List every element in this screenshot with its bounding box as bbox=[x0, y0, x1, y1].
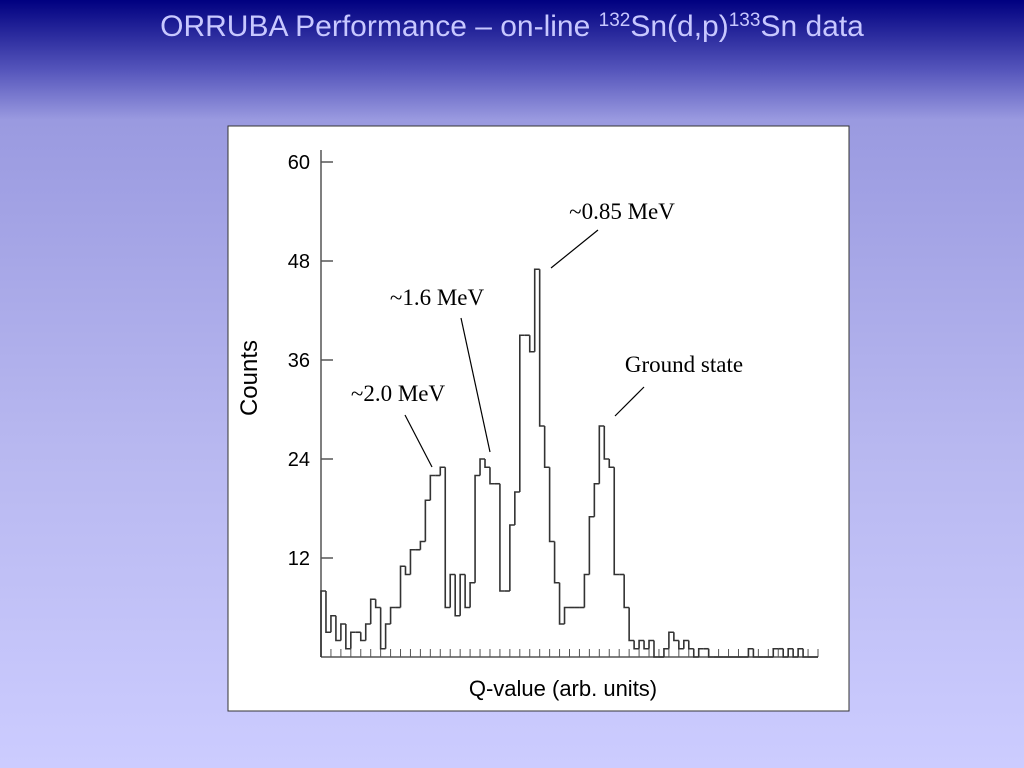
title-sup: 132 bbox=[599, 10, 631, 31]
histogram-step bbox=[747, 647, 754, 657]
annotation-pointer bbox=[404, 414, 433, 468]
histogram-step bbox=[484, 459, 490, 469]
histogram-step bbox=[583, 573, 590, 608]
histogram-step bbox=[519, 334, 525, 492]
histogram-step bbox=[538, 269, 545, 427]
histogram-step bbox=[464, 574, 471, 609]
histogram-step bbox=[663, 647, 669, 657]
annotation-pointer bbox=[550, 229, 599, 269]
histogram-step bbox=[528, 335, 535, 353]
histogram-step bbox=[588, 515, 595, 575]
histogram-step bbox=[449, 573, 456, 608]
histogram-step bbox=[444, 467, 451, 609]
histogram-step bbox=[379, 607, 386, 650]
histogram-step bbox=[424, 499, 431, 542]
annotation: Ground state bbox=[625, 352, 743, 377]
histogram-step bbox=[668, 631, 674, 649]
histogram-step bbox=[553, 541, 560, 584]
y-tick-label: 36 bbox=[288, 350, 310, 372]
histogram-step bbox=[350, 631, 356, 649]
y-tick-label: 48 bbox=[288, 251, 310, 273]
histogram-step bbox=[707, 648, 714, 658]
histogram-step bbox=[633, 640, 640, 650]
histogram-step bbox=[499, 483, 505, 592]
histogram-step bbox=[439, 466, 446, 476]
histogram-step bbox=[772, 647, 779, 657]
histogram-step bbox=[563, 606, 570, 624]
y-axis-label: Counts bbox=[236, 340, 263, 416]
histogram-step bbox=[643, 640, 650, 650]
histogram-step bbox=[514, 491, 520, 525]
histogram-step bbox=[608, 459, 615, 469]
x-axis-label: Q-value (arb. units) bbox=[469, 676, 657, 701]
annotation-pointer bbox=[614, 386, 645, 417]
chart-frame bbox=[227, 125, 850, 712]
histogram-step bbox=[787, 647, 794, 657]
histogram-step bbox=[369, 598, 376, 624]
histogram-step bbox=[320, 590, 326, 657]
histogram-step bbox=[692, 648, 699, 658]
histogram-step bbox=[429, 474, 436, 501]
histogram-step bbox=[489, 467, 495, 485]
title-text: Sn(d,p) bbox=[630, 10, 728, 43]
histogram-step bbox=[613, 467, 620, 576]
histogram-step bbox=[454, 574, 461, 617]
histogram-step bbox=[340, 623, 346, 641]
histogram-step bbox=[335, 615, 341, 642]
histogram-step bbox=[598, 425, 605, 484]
histogram-step bbox=[404, 566, 411, 576]
annotation: ~1.6 MeV bbox=[390, 285, 485, 310]
histogram-step bbox=[384, 623, 391, 649]
annotation-pointer bbox=[460, 317, 491, 453]
histogram-step bbox=[345, 624, 351, 650]
histogram-step bbox=[638, 639, 645, 649]
slide-title: ORRUBA Performance – on-line 132Sn(d,p)1… bbox=[160, 10, 864, 43]
histogram-step bbox=[752, 648, 759, 658]
annotation: ~2.0 MeV bbox=[351, 381, 446, 406]
y-tick-label: 12 bbox=[288, 548, 310, 570]
histogram-step bbox=[628, 607, 635, 642]
histogram-step bbox=[409, 548, 416, 575]
histogram-step bbox=[678, 640, 684, 650]
histogram-step bbox=[330, 614, 336, 633]
annotation: ~0.85 MeV bbox=[569, 199, 675, 224]
histogram-step bbox=[325, 591, 331, 634]
histogram-step bbox=[782, 648, 789, 658]
histogram-step bbox=[459, 573, 466, 616]
histogram-step bbox=[653, 640, 659, 658]
histogram-step bbox=[533, 268, 540, 352]
histogram-step bbox=[359, 632, 366, 642]
histogram-step bbox=[474, 474, 481, 583]
histogram-step bbox=[697, 647, 704, 657]
histogram-step bbox=[389, 606, 396, 624]
histogram-step bbox=[419, 540, 426, 550]
title-text: ORRUBA Performance – on-line bbox=[160, 10, 599, 43]
histogram-step bbox=[797, 647, 804, 657]
histogram-step bbox=[469, 581, 476, 608]
histogram-step bbox=[374, 599, 381, 609]
histogram-step bbox=[623, 574, 630, 609]
y-tick-label: 24 bbox=[288, 449, 310, 471]
histogram-step bbox=[479, 458, 486, 476]
histogram-step bbox=[792, 648, 799, 658]
histogram-step bbox=[364, 623, 371, 641]
histogram-step bbox=[687, 640, 694, 650]
histogram-step bbox=[673, 632, 679, 642]
histogram-step bbox=[543, 426, 550, 469]
title-text: Sn data bbox=[760, 10, 864, 43]
histogram-step bbox=[683, 639, 689, 649]
histogram-step bbox=[548, 467, 555, 543]
histogram-step bbox=[648, 639, 654, 649]
histogram-step bbox=[558, 582, 565, 625]
histogram-step bbox=[399, 565, 406, 608]
histogram-step bbox=[509, 524, 515, 591]
histogram-step bbox=[603, 426, 610, 460]
y-tick-label: 60 bbox=[288, 152, 310, 174]
histogram-step bbox=[593, 482, 600, 517]
histogram-step bbox=[802, 648, 809, 658]
title-sup: 133 bbox=[729, 10, 761, 31]
